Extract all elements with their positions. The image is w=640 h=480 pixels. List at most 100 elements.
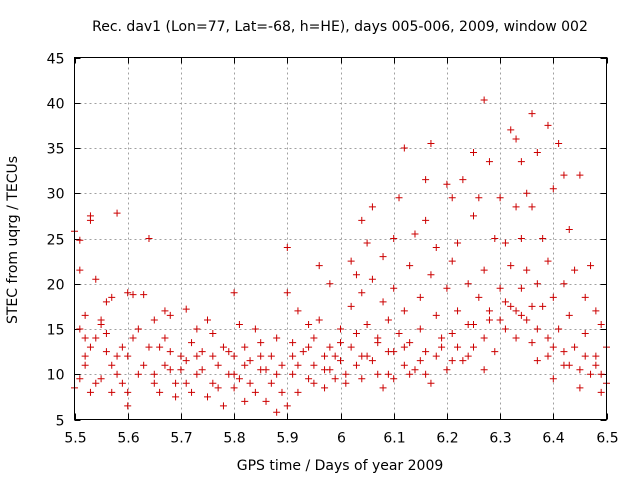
data-point — [305, 343, 313, 351]
data-point — [182, 305, 190, 313]
data-point — [177, 352, 185, 360]
x-tick-label: 5.8 — [223, 431, 245, 447]
x-tick-label: 5.9 — [276, 431, 298, 447]
data-point — [219, 402, 227, 410]
data-point — [512, 135, 520, 143]
data-point — [267, 379, 275, 387]
data-point — [523, 316, 531, 324]
data-point — [470, 343, 477, 351]
data-point — [459, 176, 467, 184]
x-tick-label: 6.5 — [596, 431, 618, 447]
data-point — [549, 343, 557, 351]
data-point — [76, 375, 84, 383]
x-tick-label: 6 — [337, 431, 346, 447]
data-point — [188, 388, 196, 396]
data-point — [427, 139, 435, 147]
data-point — [108, 388, 116, 396]
data-point — [81, 352, 89, 360]
data-point — [555, 325, 563, 333]
data-point — [581, 330, 589, 338]
data-point — [517, 311, 525, 319]
data-point — [262, 397, 270, 405]
data-point — [310, 361, 318, 369]
data-point — [113, 209, 121, 217]
data-point — [448, 194, 456, 202]
data-point — [156, 388, 164, 396]
data-point — [352, 361, 360, 369]
data-point — [496, 194, 504, 202]
data-point — [204, 393, 211, 401]
data-point — [204, 316, 211, 324]
data-point — [337, 339, 344, 347]
data-point — [241, 361, 249, 369]
data-point — [225, 348, 233, 356]
x-tick-label: 6.2 — [436, 431, 458, 447]
data-point — [145, 343, 153, 351]
data-point — [416, 293, 424, 301]
y-tick-label: 25 — [47, 233, 65, 249]
data-point — [464, 280, 472, 288]
data-points — [71, 96, 610, 416]
data-point — [102, 298, 110, 306]
data-point — [533, 325, 541, 333]
data-point — [358, 216, 366, 224]
data-point — [246, 379, 254, 387]
data-point — [150, 370, 158, 378]
data-point — [512, 203, 520, 211]
data-point — [177, 366, 185, 374]
data-point — [294, 388, 302, 396]
data-point — [475, 194, 483, 202]
data-point — [491, 348, 499, 356]
data-point — [565, 361, 573, 369]
y-tick-label: 45 — [47, 52, 65, 68]
data-point — [422, 216, 430, 224]
data-point — [480, 366, 488, 374]
data-point — [230, 384, 238, 392]
data-point — [496, 284, 504, 292]
data-point — [533, 280, 541, 288]
data-point — [517, 158, 525, 166]
data-point — [113, 370, 121, 378]
data-point — [193, 370, 201, 378]
y-tick-label: 15 — [47, 323, 65, 339]
data-point — [390, 235, 398, 242]
data-point — [305, 320, 313, 328]
data-point — [347, 343, 355, 351]
data-point — [374, 370, 382, 378]
data-point — [241, 397, 249, 405]
data-point — [597, 320, 605, 328]
data-point — [337, 357, 344, 365]
data-point — [507, 126, 515, 134]
data-point — [92, 334, 100, 342]
data-point — [97, 320, 105, 328]
data-point — [278, 361, 286, 369]
data-point — [118, 343, 126, 351]
data-point — [315, 262, 323, 270]
data-point — [134, 370, 142, 378]
data-point — [443, 366, 451, 374]
data-point — [235, 375, 243, 383]
data-point — [544, 334, 552, 342]
data-point — [113, 352, 121, 360]
data-point — [485, 316, 493, 324]
data-point — [161, 307, 169, 315]
data-point — [363, 320, 371, 328]
data-point — [400, 361, 408, 369]
data-point — [597, 370, 605, 378]
data-point — [480, 266, 488, 274]
data-point — [198, 366, 206, 374]
data-point — [76, 325, 84, 333]
data-point — [283, 402, 291, 410]
data-point — [321, 384, 329, 392]
data-point — [145, 235, 153, 242]
data-point — [347, 257, 355, 265]
data-point — [368, 275, 376, 283]
data-point — [326, 366, 334, 374]
data-point — [230, 352, 238, 360]
data-point — [448, 330, 456, 338]
x-tick-label: 6.1 — [383, 431, 405, 447]
data-point — [166, 311, 174, 319]
data-point — [342, 370, 350, 378]
data-point — [517, 284, 525, 292]
data-point — [427, 271, 435, 279]
